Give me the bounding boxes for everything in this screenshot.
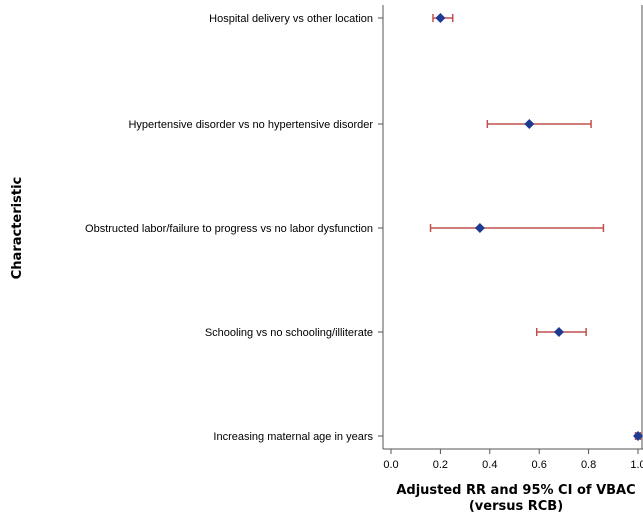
plot-area (378, 5, 643, 450)
category-label: Hypertensive disorder vs no hypertensive… (128, 119, 373, 131)
x-tick-label: 0.6 (532, 459, 547, 471)
x-tick-label: 0.8 (581, 459, 596, 471)
y-axis-title: Characteristic (10, 177, 25, 279)
category-labels: Hospital delivery vs other location Hyper… (85, 13, 373, 443)
x-tick-label: 0.4 (482, 459, 497, 471)
x-axis-title-line1: Adjusted RR and 95% CI of VBAC (396, 483, 635, 498)
category-label: Hospital delivery vs other location (209, 13, 373, 25)
category-label: Obstructed labor/failure to progress vs … (85, 223, 373, 235)
x-tick-label: 1.0 (630, 459, 643, 471)
estimate-marker (524, 119, 535, 129)
x-axis-title-line2: (versus RCB) (469, 499, 563, 513)
category-label: Schooling vs no schooling/illiterate (205, 327, 373, 339)
estimate-marker (474, 223, 485, 233)
x-tick-label: 0.0 (383, 459, 398, 471)
category-label: Increasing maternal age in years (213, 431, 373, 443)
estimate-marker (435, 13, 446, 23)
x-axis-ticks: 0.0 0.2 0.4 0.6 0.8 1.0 (383, 449, 643, 471)
estimate-marker (553, 327, 564, 337)
x-tick-label: 0.2 (433, 459, 448, 471)
estimate-marker (633, 431, 643, 441)
